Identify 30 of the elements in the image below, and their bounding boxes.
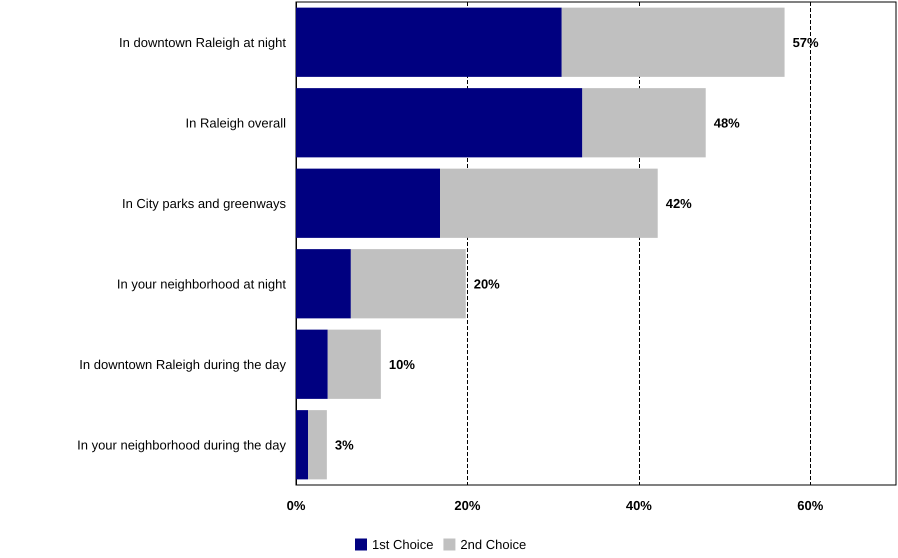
bar bbox=[296, 249, 351, 318]
bar bbox=[582, 88, 706, 158]
bar bbox=[308, 410, 327, 480]
bar bbox=[296, 410, 308, 480]
y-tick-label: In your neighborhood during the day bbox=[77, 437, 286, 452]
x-tick-label: 40% bbox=[626, 498, 652, 513]
total-label: 42% bbox=[666, 196, 692, 211]
total-label: 57% bbox=[792, 34, 820, 50]
x-tick-label: 20% bbox=[454, 498, 481, 513]
y-tick-label: In downtown Raleigh during the day bbox=[79, 356, 286, 372]
bar bbox=[440, 168, 658, 238]
bar bbox=[328, 330, 381, 399]
y-tick-label: In Raleigh overall bbox=[186, 115, 286, 130]
legend-label: 1st Choice bbox=[372, 537, 434, 552]
y-tick-label: In your neighborhood at night bbox=[116, 276, 286, 292]
bar bbox=[296, 168, 440, 238]
legend-label: 2nd Choice bbox=[460, 537, 526, 552]
total-label: 20% bbox=[474, 276, 500, 292]
bar bbox=[296, 8, 562, 77]
bar bbox=[562, 8, 785, 77]
x-tick-label: 60% bbox=[797, 498, 824, 513]
total-label: 3% bbox=[334, 437, 354, 452]
total-label: 48% bbox=[714, 115, 740, 130]
bar bbox=[296, 88, 582, 158]
y-tick-label: In City parks and greenways bbox=[122, 196, 286, 211]
bar bbox=[350, 249, 466, 318]
total-label: 10% bbox=[388, 356, 416, 372]
x-tick-label: 0% bbox=[286, 498, 306, 513]
y-tick-label: In downtown Raleigh at night bbox=[119, 34, 286, 50]
bar bbox=[296, 330, 328, 399]
